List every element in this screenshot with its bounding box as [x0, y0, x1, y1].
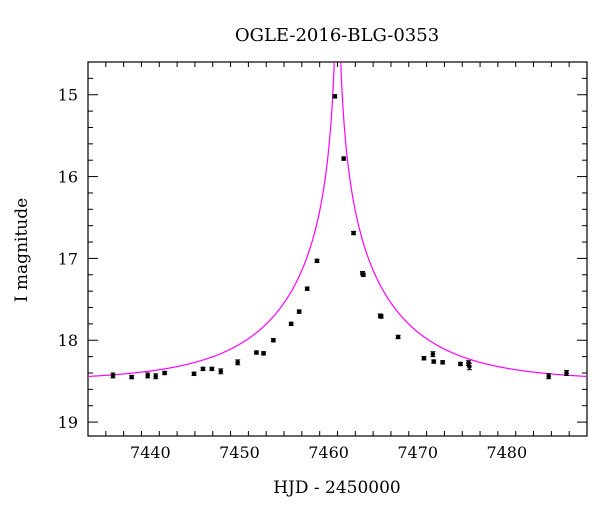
chart-title: OGLE-2016-BLG-0353 — [235, 25, 439, 46]
point-marker — [191, 371, 197, 377]
point-marker — [110, 373, 116, 378]
data-point — [162, 370, 168, 376]
data-point — [395, 334, 401, 340]
point-marker — [261, 351, 266, 356]
data-point — [564, 370, 570, 376]
point-marker — [351, 230, 356, 236]
data-point — [457, 361, 463, 367]
data-point — [153, 373, 159, 380]
data-point — [546, 373, 552, 380]
data-point — [218, 368, 224, 375]
data-point — [351, 230, 357, 236]
data-points — [110, 94, 570, 380]
data-point — [296, 309, 302, 314]
x-tick-label: 7450 — [219, 443, 260, 462]
point-marker — [145, 373, 151, 378]
point-marker — [162, 370, 167, 376]
point-marker — [431, 359, 437, 364]
point-marker — [430, 351, 436, 357]
point-marker — [296, 309, 302, 314]
point-marker — [378, 314, 384, 319]
data-point — [430, 351, 436, 358]
data-point — [378, 314, 384, 319]
point-marker — [271, 337, 276, 343]
model-curve — [88, 62, 587, 378]
point-marker — [235, 360, 240, 365]
point-marker — [332, 94, 338, 99]
y-tick-label: 16 — [58, 168, 78, 187]
data-point — [288, 321, 294, 327]
point-marker — [440, 360, 445, 365]
data-point — [191, 371, 197, 377]
data-point — [270, 337, 276, 343]
data-point — [129, 374, 135, 380]
data-point — [209, 366, 215, 372]
data-point — [314, 258, 320, 264]
data-point — [421, 355, 427, 361]
data-point — [235, 359, 241, 366]
point-marker — [421, 355, 427, 361]
x-tick-label: 7480 — [486, 443, 527, 462]
data-point — [110, 372, 116, 379]
point-marker — [304, 286, 310, 291]
point-marker — [467, 364, 472, 369]
tick-labels: 7440 7450 7460 7470 7480 15 16 17 18 19 — [58, 86, 528, 462]
x-axis-label: HJD - 2450000 — [273, 478, 401, 498]
data-point — [341, 156, 347, 161]
point-marker — [564, 370, 569, 376]
data-point — [332, 94, 338, 99]
point-marker — [254, 350, 259, 355]
data-point — [304, 286, 310, 291]
x-tick-label: 7470 — [397, 443, 438, 462]
plot-frame — [87, 61, 588, 437]
point-marker — [129, 374, 134, 380]
data-point — [261, 351, 267, 356]
y-axis-label: I magnitude — [12, 198, 32, 302]
point-marker — [153, 373, 159, 379]
point-marker — [288, 321, 294, 327]
point-marker — [200, 366, 206, 372]
y-tick-label: 17 — [58, 249, 78, 268]
data-point — [200, 366, 206, 372]
data-point — [253, 350, 259, 355]
axis-ticks — [87, 61, 588, 436]
x-tick-label: 7440 — [130, 443, 171, 462]
data-point — [466, 362, 472, 371]
data-point — [440, 360, 446, 365]
point-marker — [209, 366, 215, 372]
data-point — [431, 359, 437, 364]
point-marker — [546, 373, 551, 379]
point-marker — [341, 156, 347, 161]
y-tick-label: 15 — [58, 86, 78, 105]
x-tick-label: 7460 — [308, 443, 349, 462]
point-marker — [361, 272, 366, 278]
point-marker — [314, 258, 320, 264]
point-marker — [218, 369, 224, 374]
data-point — [145, 372, 151, 379]
y-tick-label: 19 — [58, 413, 78, 432]
point-marker — [395, 334, 401, 340]
point-marker — [458, 361, 463, 367]
y-tick-label: 18 — [58, 331, 78, 350]
data-point — [360, 272, 366, 278]
